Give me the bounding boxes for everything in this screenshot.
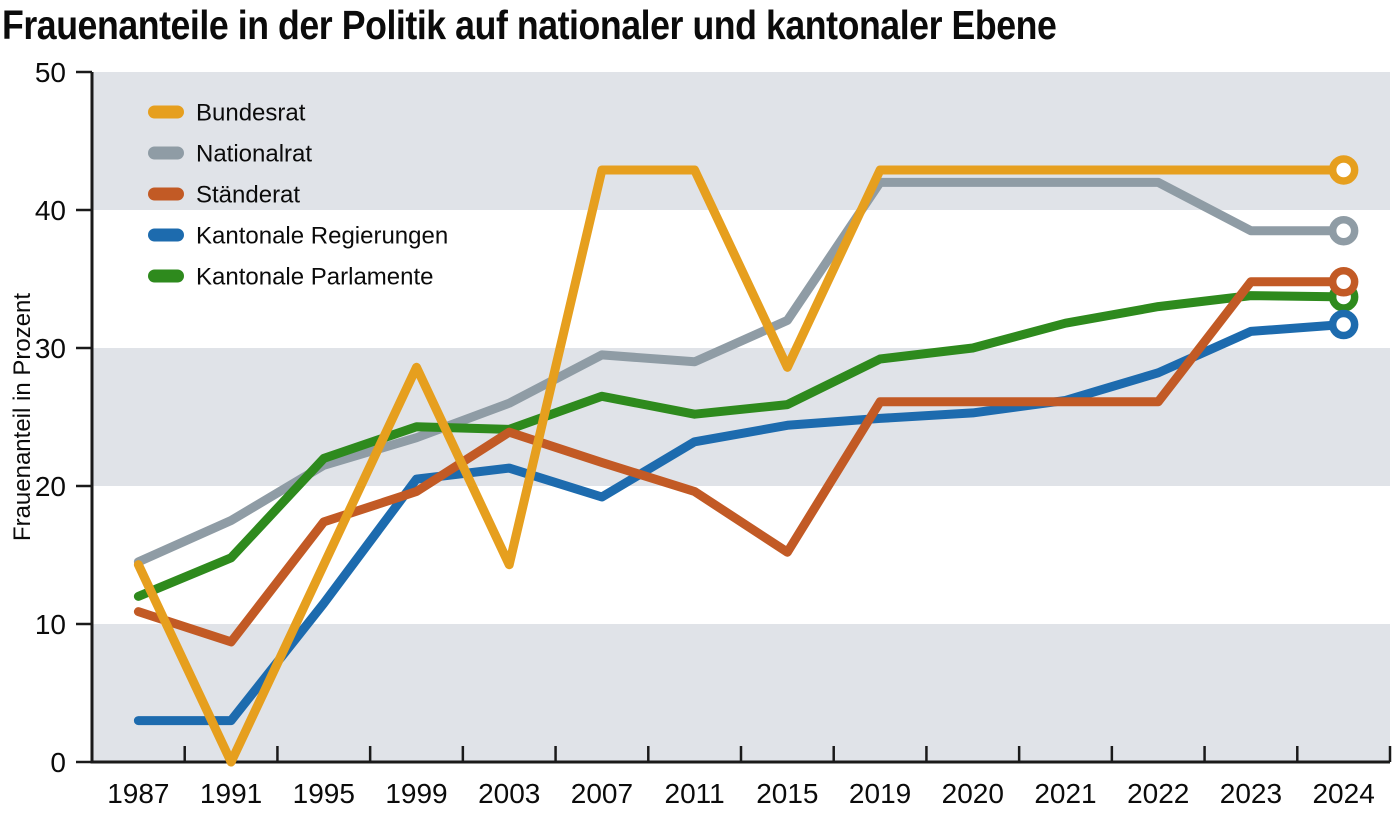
y-axis-title: Frauenanteil in Prozent [9, 293, 36, 541]
x-tick-label: 1995 [293, 778, 355, 809]
y-tick-label: 30 [35, 333, 66, 364]
y-tick-label: 20 [35, 471, 66, 502]
x-tick-label: 2015 [756, 778, 818, 809]
legend-swatch-nationalrat [148, 146, 184, 160]
x-tick-label: 2007 [571, 778, 633, 809]
legend-swatch-bundesrat [148, 105, 184, 119]
x-tick-label: 2019 [849, 778, 911, 809]
legend-label-kantonale-parlamente: Kantonale Parlamente [196, 264, 434, 291]
grid-band [93, 348, 1390, 486]
series-endpoint-nationalrat [1328, 215, 1359, 246]
legend-swatch-kantonale-parlamente [148, 269, 184, 283]
y-tick-label: 40 [35, 195, 66, 226]
y-tick-label: 0 [50, 747, 66, 778]
x-tick-label: 1991 [200, 778, 262, 809]
series-endpoint-bundesrat [1328, 155, 1359, 185]
x-tick-label: 2020 [942, 778, 1004, 809]
x-tick-label: 2023 [1220, 778, 1282, 809]
chart-title: Frauenanteile in der Politik auf nationa… [2, 2, 1057, 48]
y-tick-label: 50 [35, 57, 66, 88]
legend-label-bundesrat: Bundesrat [196, 100, 306, 127]
x-tick-label: 2021 [1034, 778, 1096, 809]
x-tick-label: 2022 [1127, 778, 1189, 809]
legend-label-nationalrat: Nationalrat [196, 141, 312, 168]
series-line-kantonale-regierungen [133, 320, 1349, 726]
legend-label-kantonale-regierungen: Kantonale Regierungen [196, 223, 448, 250]
x-tick-label: 2024 [1312, 778, 1374, 809]
grid-band [93, 624, 1390, 762]
series-line-bundesrat [133, 165, 1349, 767]
x-tick-label: 1999 [385, 778, 447, 809]
y-tick-label: 10 [35, 609, 66, 640]
series-line-nationalrat [133, 177, 1349, 567]
legend-swatch-standerat [148, 187, 184, 201]
series-line-kantonale-parlamente [133, 291, 1349, 601]
series-endpoint-standerat [1328, 267, 1359, 297]
legend-swatch-kantonale-regierungen [148, 228, 184, 242]
legend-label-standerat: Ständerat [196, 182, 300, 209]
x-tick-label: 1987 [107, 778, 169, 809]
x-tick-label: 2003 [478, 778, 540, 809]
series-endpoint-kantonale-regierungen [1328, 309, 1359, 340]
x-tick-label: 2011 [665, 778, 725, 809]
series-line-standerat [133, 277, 1349, 647]
